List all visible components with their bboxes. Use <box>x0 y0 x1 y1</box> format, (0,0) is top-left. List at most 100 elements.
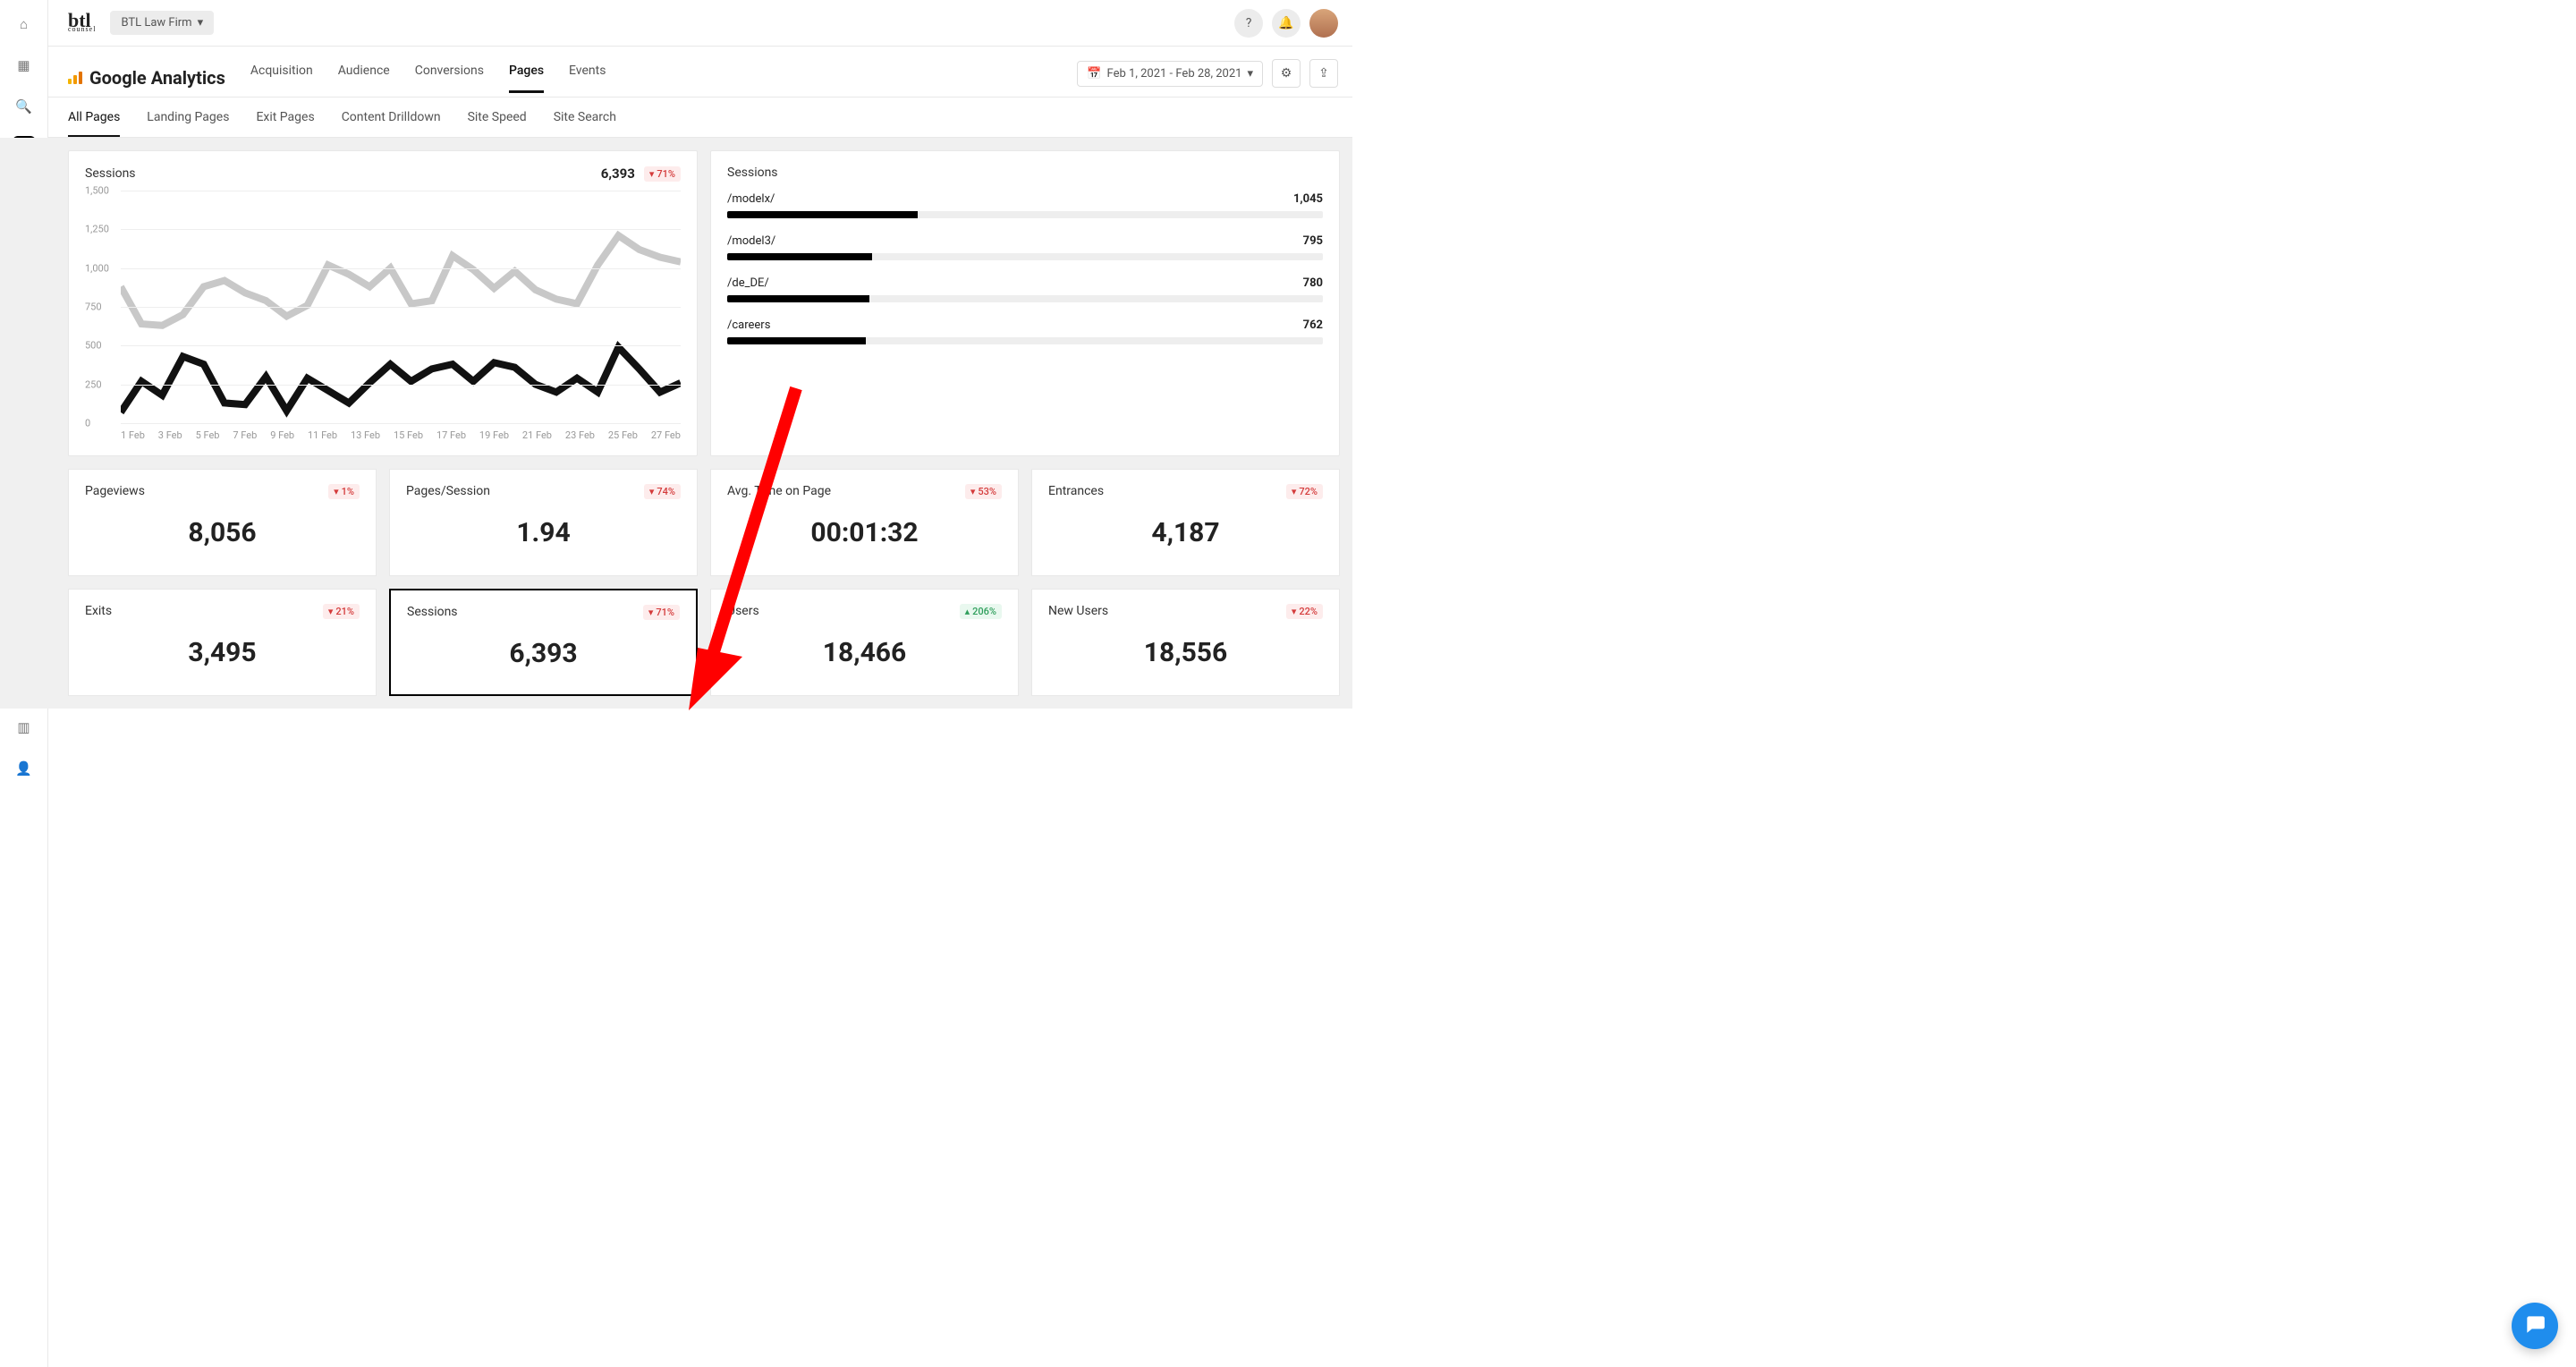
report-icon[interactable]: ▥ <box>13 716 36 739</box>
metric-card-avg-time-on-page[interactable]: Avg. Time on Page▾53%00:01:32 <box>710 469 1019 576</box>
caret-down-icon: ▾ <box>1292 486 1297 497</box>
metric-card-pageviews[interactable]: Pageviews▾1%8,056 <box>68 469 377 576</box>
firm-selector[interactable]: BTL Law Firm ▾ <box>110 11 214 35</box>
top-page-row[interactable]: /model3/795 <box>727 234 1323 260</box>
metric-change-badge: ▾74% <box>644 484 681 499</box>
metric-change-badge: ▾72% <box>1286 484 1323 499</box>
help-button[interactable]: ? <box>1234 9 1263 38</box>
x-axis-label: 23 Feb <box>565 429 595 441</box>
subtab-landing-pages[interactable]: Landing Pages <box>147 98 229 137</box>
x-axis-label: 17 Feb <box>436 429 466 441</box>
caret-down-icon: ▾ <box>649 486 655 497</box>
page-path: /de_DE/ <box>727 276 769 290</box>
subtab-content-drilldown[interactable]: Content Drilldown <box>342 98 441 137</box>
subtab-site-search[interactable]: Site Search <box>554 98 616 137</box>
top-pages-card: Sessions /modelx/1,045/model3/795/de_DE/… <box>710 150 1340 456</box>
ga-bars-icon <box>68 72 82 84</box>
page-path: /model3/ <box>727 234 775 248</box>
metric-change-text: 1% <box>342 486 354 497</box>
metric-change-text: 22% <box>1299 606 1318 617</box>
metric-label: Exits <box>85 604 112 618</box>
top-page-row[interactable]: /careers 762 <box>727 318 1323 344</box>
y-axis-label: 750 <box>85 301 102 313</box>
sessions-chart: 1 Feb3 Feb5 Feb7 Feb9 Feb11 Feb13 Feb15 … <box>85 191 681 441</box>
content-area: Sessions 6,393 ▾ 71% 1 Feb3 Feb5 Feb7 Fe… <box>0 138 1352 709</box>
chevron-down-icon: ▾ <box>198 16 204 30</box>
x-axis-label: 25 Feb <box>608 429 638 441</box>
share-button[interactable]: ⇪ <box>1309 59 1338 88</box>
date-range-picker[interactable]: 📅 Feb 1, 2021 - Feb 28, 2021 ▾ <box>1077 61 1263 87</box>
metric-change-text: 206% <box>972 606 996 617</box>
page-header: Google Analytics Acquisition Audience Conv… <box>0 47 1352 98</box>
chat-fab[interactable] <box>2512 1303 2558 1349</box>
page-path: /careers <box>727 318 770 332</box>
x-axis-label: 27 Feb <box>651 429 681 441</box>
user-icon[interactable]: 👤 <box>13 757 36 780</box>
tab-audience[interactable]: Audience <box>338 64 390 93</box>
x-axis-label: 1 Feb <box>121 429 145 441</box>
notifications-button[interactable]: 🔔 <box>1272 9 1301 38</box>
top-pages-list: /modelx/1,045/model3/795/de_DE/780/caree… <box>727 192 1323 344</box>
chat-bubble-icon <box>2523 1312 2546 1339</box>
sessions-change-badge: ▾ 71% <box>644 166 681 182</box>
metric-label: Pageviews <box>85 484 145 498</box>
page-value: 780 <box>1303 276 1323 290</box>
metric-change-badge: ▾22% <box>1286 604 1323 619</box>
y-axis-label: 250 <box>85 378 102 390</box>
y-axis-label: 500 <box>85 340 102 352</box>
metric-card-pages-session[interactable]: Pages/Session▾74%1.94 <box>389 469 698 576</box>
sessions-total: 6,393 <box>601 166 635 182</box>
metric-value: 00:01:32 <box>727 517 1002 548</box>
page-value: 762 <box>1303 318 1323 332</box>
columns-button[interactable]: ⚙ <box>1272 59 1301 88</box>
x-axis-label: 11 Feb <box>308 429 337 441</box>
x-axis-label: 7 Feb <box>233 429 257 441</box>
home-icon[interactable]: ⌂ <box>13 13 36 36</box>
metric-value: 18,466 <box>727 637 1002 668</box>
metric-card-exits[interactable]: Exits▾21%3,495 <box>68 589 377 696</box>
search-icon[interactable]: 🔍 <box>13 95 36 118</box>
top-page-row[interactable]: /modelx/1,045 <box>727 192 1323 218</box>
metric-change-text: 53% <box>978 486 996 497</box>
subtab-site-speed[interactable]: Site Speed <box>468 98 527 137</box>
metric-card-entrances[interactable]: Entrances▾72%4,187 <box>1031 469 1340 576</box>
page-path: /modelx/ <box>727 192 775 206</box>
y-axis-label: 1,500 <box>85 185 109 197</box>
subtab-all-pages[interactable]: All Pages <box>68 98 120 137</box>
x-axis-label: 9 Feb <box>270 429 294 441</box>
y-axis-label: 0 <box>85 418 90 429</box>
metric-label: Sessions <box>407 605 458 619</box>
tab-pages[interactable]: Pages <box>509 64 544 93</box>
subtab-exit-pages[interactable]: Exit Pages <box>256 98 314 137</box>
metric-label: Entrances <box>1048 484 1104 498</box>
apps-icon[interactable]: ▦ <box>13 54 36 77</box>
caret-up-icon: ▴ <box>965 606 970 617</box>
top-page-row[interactable]: /de_DE/780 <box>727 276 1323 302</box>
metric-card-sessions[interactable]: Sessions▾71%6,393 <box>389 589 698 696</box>
caret-down-icon: ▾ <box>649 168 655 180</box>
metric-card-new-users[interactable]: New Users▾22%18,556 <box>1031 589 1340 696</box>
metric-value: 8,056 <box>85 517 360 548</box>
user-avatar[interactable] <box>1309 9 1338 38</box>
top-pages-title: Sessions <box>727 166 1323 180</box>
metric-value: 3,495 <box>85 637 360 668</box>
topbar-right: ? 🔔 <box>1234 9 1338 38</box>
page-value: 1,045 <box>1293 192 1323 206</box>
tab-conversions[interactable]: Conversions <box>415 64 484 93</box>
x-axis-label: 19 Feb <box>479 429 509 441</box>
caret-down-icon: ▾ <box>1292 606 1297 617</box>
metric-card-users[interactable]: Users▴206%18,466 <box>710 589 1019 696</box>
tab-events[interactable]: Events <box>569 64 606 93</box>
x-axis-label: 3 Feb <box>158 429 182 441</box>
tab-acquisition[interactable]: Acquisition <box>250 64 313 93</box>
sub-tabs: All Pages Landing Pages Exit Pages Content … <box>0 98 1352 138</box>
metric-grid: Pageviews▾1%8,056Pages/Session▾74%1.94Av… <box>68 469 1340 696</box>
y-axis-label: 1,000 <box>85 262 109 274</box>
metric-change-text: 74% <box>657 486 675 497</box>
metric-change-badge: ▾53% <box>965 484 1002 499</box>
metric-change-text: 21% <box>335 606 354 617</box>
metric-value: 6,393 <box>407 638 680 669</box>
top-bar: btl counsel BTL Law Firm ▾ ? 🔔 <box>0 0 1352 47</box>
metric-change-badge: ▴206% <box>960 604 1002 619</box>
page-title: Google Analytics <box>89 67 225 89</box>
